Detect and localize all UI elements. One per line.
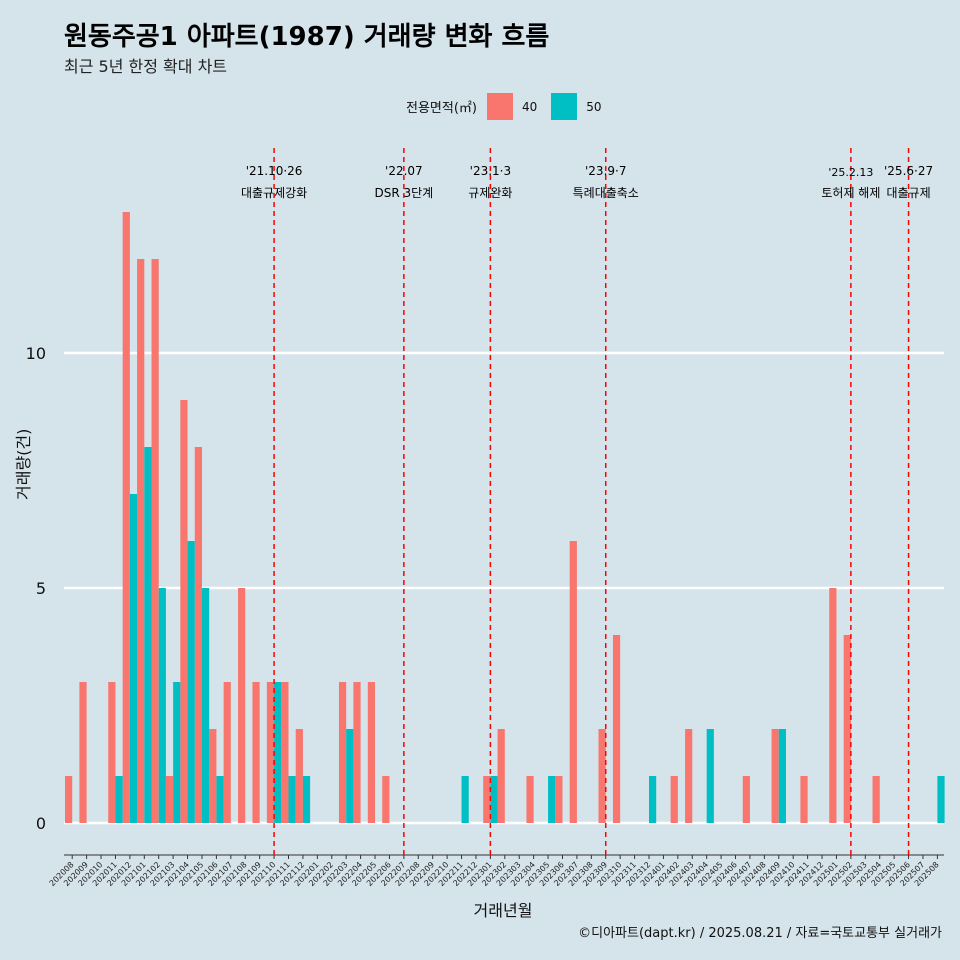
bar-40-202306 — [555, 776, 563, 823]
bar-40-202402 — [670, 776, 678, 823]
bar-40-202008 — [65, 776, 73, 823]
bar-40-202310 — [612, 635, 621, 823]
bar-50-202105 — [201, 588, 210, 823]
bar-50-202101 — [144, 447, 152, 823]
event-date-label-202309: '23.9·7 — [585, 164, 626, 178]
bar-40-202203 — [338, 682, 347, 823]
bar-40-202012 — [122, 212, 130, 823]
bar-40-202206 — [382, 776, 390, 823]
bar-50-202404 — [706, 729, 714, 823]
legend-swatch-40 — [486, 93, 513, 120]
bar-40-202411 — [800, 776, 808, 823]
bar-50-202110 — [274, 682, 282, 823]
event-date-label-202207: '22.07 — [385, 164, 423, 178]
bar-40-202403 — [685, 729, 693, 823]
bar-50-202301 — [490, 776, 498, 823]
bar-40-202205 — [367, 682, 376, 823]
bar-40-202304 — [526, 776, 534, 823]
event-name-label-202309: 특례대출축소 — [573, 186, 639, 200]
bar-40-202501 — [829, 588, 837, 823]
bar-40-202101 — [137, 259, 145, 823]
chart-title: 원동주공1 아파트(1987) 거래량 변화 흐름 — [64, 22, 550, 52]
legend-item-40: 40 — [486, 93, 538, 120]
legend: 전용면적(㎡) 40 50 — [406, 93, 608, 120]
event-date-label-202301: '23.1·3 — [470, 164, 511, 178]
event-date-label-202502: '25.2.13 — [828, 166, 873, 179]
bar-40-202106 — [209, 729, 217, 823]
bar-40-202302 — [497, 729, 505, 823]
legend-swatch-50 — [551, 93, 578, 120]
bar-50-202012 — [129, 494, 138, 823]
bar-50-202102 — [158, 588, 166, 823]
bar-40-202409 — [771, 729, 779, 823]
bar-50-202106 — [216, 776, 224, 823]
chart-subtitle: 최근 5년 한정 확대 차트 — [64, 57, 228, 76]
bar-40-202110 — [266, 682, 275, 823]
bar-40-202502 — [843, 635, 851, 823]
bar-40-202107 — [223, 682, 231, 823]
source-caption: ©디아파트(dapt.kr) / 2025.08.21 / 자료=국토교통부 실… — [578, 926, 942, 941]
bar-40-202301 — [483, 776, 491, 823]
bar-50-202508 — [937, 776, 945, 823]
y-tick-label-10: 10 — [26, 344, 46, 363]
event-name-label-202110: 대출규제강화 — [241, 186, 307, 200]
bar-40-202009 — [79, 682, 87, 823]
bar-40-202108 — [238, 588, 246, 823]
event-name-label-202506: 대출규제 — [886, 186, 930, 200]
bar-40-202204 — [353, 682, 361, 823]
bar-40-202111 — [281, 682, 289, 823]
legend-item-50: 50 — [551, 93, 602, 120]
bar-40-202011 — [108, 682, 116, 823]
legend-title: 전용면적(㎡) — [406, 101, 477, 116]
bar-50-202112 — [302, 776, 311, 823]
y-axis-label: 거래량(건) — [14, 428, 33, 500]
bar-40-202104 — [180, 400, 188, 823]
bar-50-202211 — [461, 776, 469, 823]
bar-40-202102 — [151, 259, 159, 823]
bar-50-202011 — [115, 776, 123, 823]
bar-50-202104 — [187, 541, 195, 823]
bar-40-202112 — [295, 729, 303, 823]
bar-40-202407 — [742, 776, 750, 823]
bar-40-202504 — [872, 776, 880, 823]
event-date-label-202506: '25.6·27 — [884, 164, 933, 178]
event-date-label-202110: '21.10·26 — [246, 164, 303, 178]
bar-50-202111 — [288, 776, 296, 823]
legend-label-40: 40 — [521, 99, 538, 114]
event-name-label-202207: DSR 3단계 — [374, 186, 433, 200]
event-name-label-202502: 토허제 해제 — [821, 186, 880, 200]
bar-50-202203 — [346, 729, 354, 823]
bar-40-202309 — [598, 729, 606, 823]
bar-50-202409 — [778, 729, 786, 823]
bar-40-202307 — [569, 541, 577, 823]
bar-50-202103 — [173, 682, 181, 823]
bar-40-202109 — [252, 682, 260, 823]
bar-50-202305 — [548, 776, 556, 823]
bar-50-202312 — [649, 776, 657, 823]
y-tick-label-0: 0 — [36, 814, 46, 833]
bar-40-202103 — [165, 776, 174, 823]
event-name-label-202301: 규제완화 — [468, 186, 512, 200]
bar-40-202105 — [194, 447, 202, 823]
x-axis-label: 거래년월 — [473, 901, 533, 920]
legend-label-50: 50 — [586, 99, 602, 114]
y-tick-label-5: 5 — [36, 579, 46, 598]
